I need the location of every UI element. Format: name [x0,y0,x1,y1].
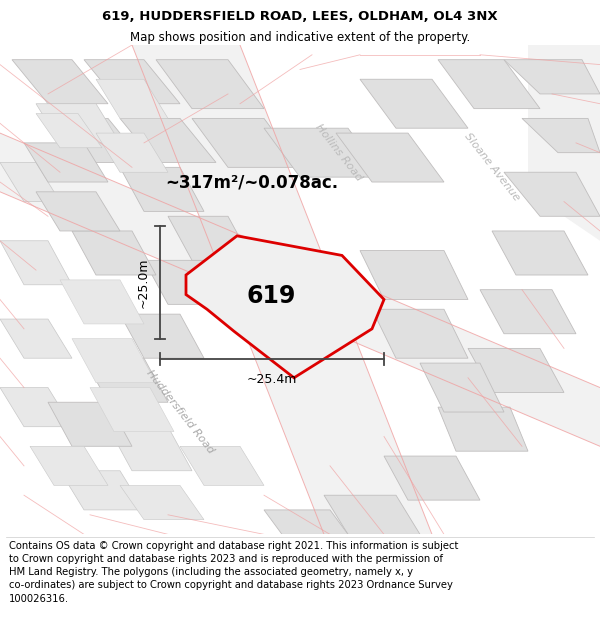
Polygon shape [72,339,156,382]
Polygon shape [108,427,192,471]
Polygon shape [60,471,144,510]
Polygon shape [36,104,120,143]
Polygon shape [90,388,174,432]
Polygon shape [180,446,264,486]
Text: ~317m²/~0.078ac.: ~317m²/~0.078ac. [166,173,338,191]
Polygon shape [360,251,468,299]
Polygon shape [420,363,504,412]
Text: 619, HUDDERSFIELD ROAD, LEES, OLDHAM, OL4 3NX: 619, HUDDERSFIELD ROAD, LEES, OLDHAM, OL… [102,10,498,23]
Text: Map shows position and indicative extent of the property.: Map shows position and indicative extent… [130,31,470,44]
Text: Hollins Road: Hollins Road [314,122,364,183]
Polygon shape [468,348,564,392]
Polygon shape [120,314,204,358]
Polygon shape [0,241,72,285]
Polygon shape [0,319,72,358]
Polygon shape [12,59,108,104]
Polygon shape [438,59,540,109]
Polygon shape [30,446,108,486]
Polygon shape [384,456,480,500]
Polygon shape [186,236,384,378]
Polygon shape [492,231,588,275]
Text: ~25.4m: ~25.4m [247,373,297,386]
Polygon shape [528,45,600,241]
Polygon shape [264,510,348,534]
Polygon shape [48,118,144,162]
Polygon shape [0,133,600,446]
Polygon shape [24,143,108,182]
Polygon shape [522,118,600,152]
Polygon shape [120,168,204,211]
Polygon shape [264,128,384,177]
Text: Huddersfield Road: Huddersfield Road [145,368,215,456]
Polygon shape [84,358,168,402]
Polygon shape [0,388,72,427]
Polygon shape [0,162,60,202]
Polygon shape [120,118,216,162]
Polygon shape [192,118,300,168]
Polygon shape [96,79,168,118]
Polygon shape [438,407,528,451]
Polygon shape [72,231,156,275]
Text: 619: 619 [247,284,296,308]
Polygon shape [144,261,228,304]
Text: Contains OS data © Crown copyright and database right 2021. This information is : Contains OS data © Crown copyright and d… [9,541,458,604]
Polygon shape [372,309,468,358]
Polygon shape [156,59,264,109]
Polygon shape [324,495,420,534]
Polygon shape [132,45,432,534]
Text: ~25.0m: ~25.0m [137,257,150,308]
Polygon shape [84,59,180,104]
Polygon shape [36,192,120,231]
Polygon shape [48,402,132,446]
Text: Sloane Avenue: Sloane Avenue [463,131,521,203]
Polygon shape [60,280,144,324]
Polygon shape [504,59,600,94]
Polygon shape [120,486,204,520]
Polygon shape [480,290,576,334]
Polygon shape [168,216,252,261]
Polygon shape [336,133,444,182]
Polygon shape [96,133,168,172]
Polygon shape [360,79,468,128]
Polygon shape [36,114,102,148]
Polygon shape [504,173,600,216]
